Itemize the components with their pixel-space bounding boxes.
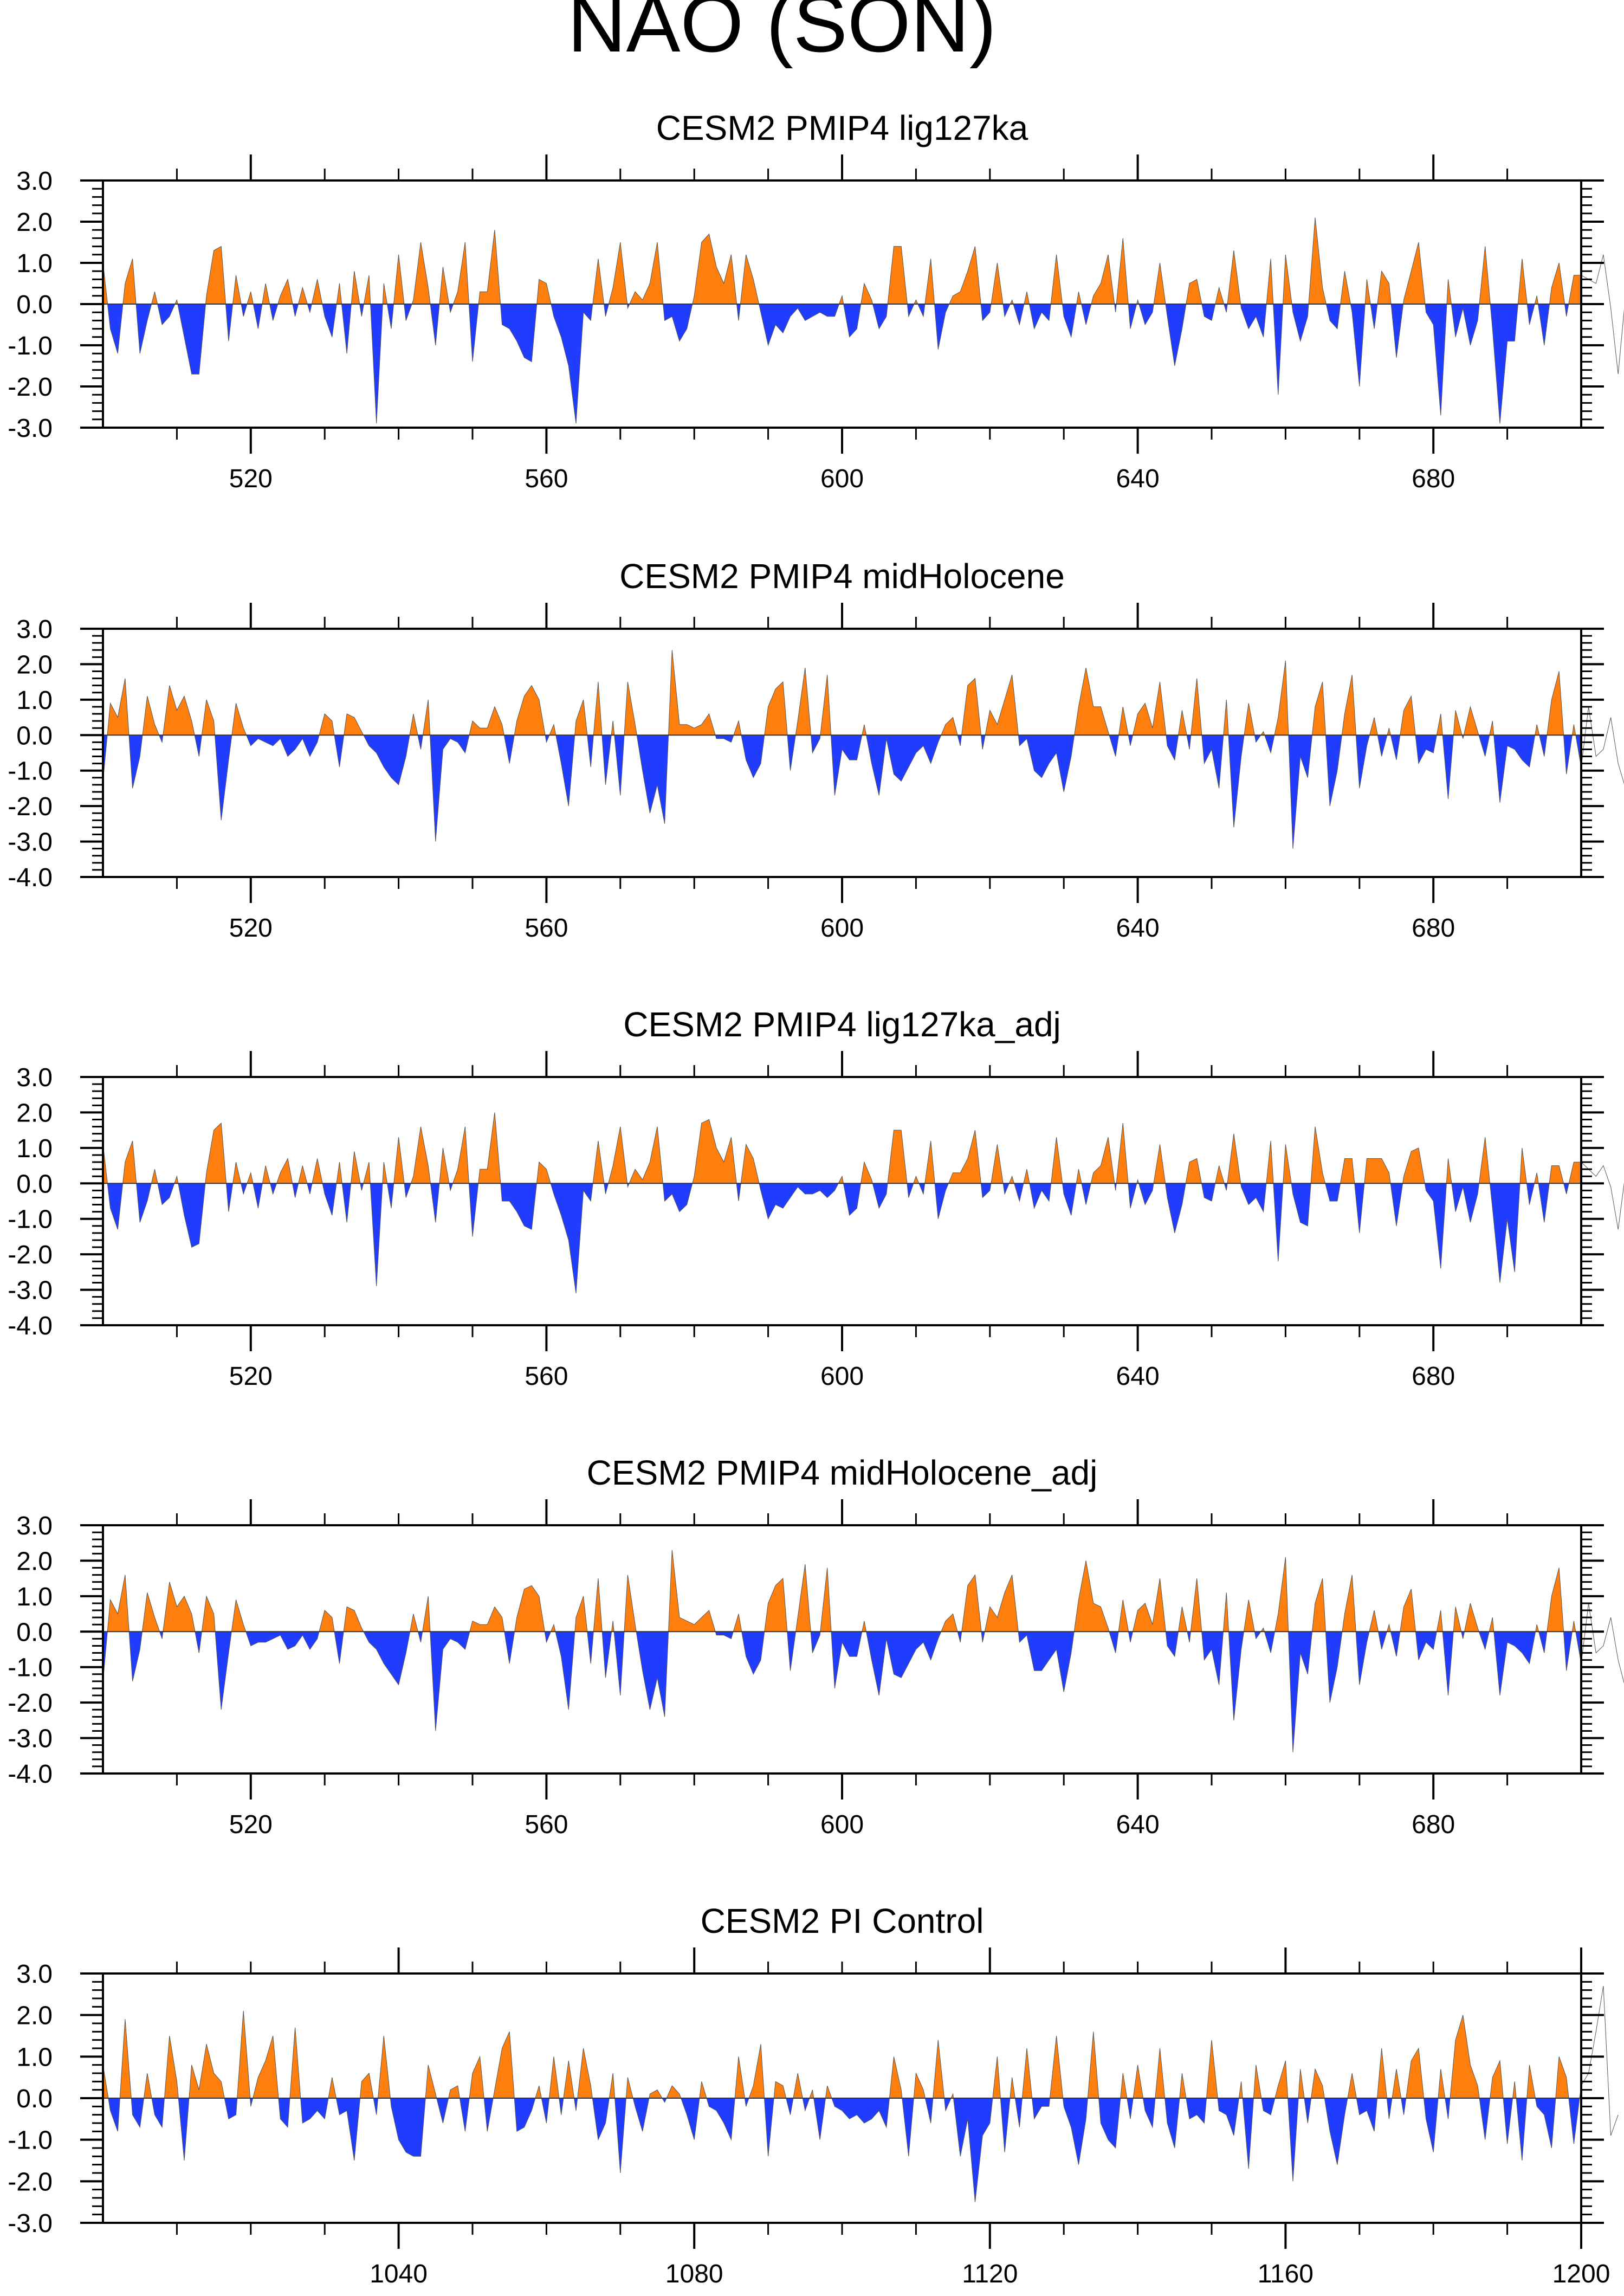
y-tick-label: 2.0 xyxy=(16,1099,53,1127)
y-tick-label: 3.0 xyxy=(16,167,53,196)
panel-1: CESM2 PMIP4 lig127ka 520 560 600 640 680 -3.0 -… xyxy=(8,108,1624,493)
negative-area xyxy=(103,2098,1581,2202)
nao-series-line xyxy=(102,1550,1624,1752)
x-tick-label: 1120 xyxy=(962,2260,1018,2288)
y-tick-label: -1.0 xyxy=(8,757,53,786)
negative-area xyxy=(103,1183,1581,1294)
y-tick-label: 3.0 xyxy=(16,1960,53,1989)
x-tick-label: 640 xyxy=(1116,465,1160,493)
panel-3: CESM2 PMIP4 lig127ka_adj 520 560 600 640 680 -… xyxy=(8,1005,1624,1391)
panel-4: CESM2 PMIP4 midHolocene_adj 520 560 600 640 6… xyxy=(8,1453,1624,1839)
x-tick-label: 1040 xyxy=(370,2260,428,2288)
x-tick-label: 680 xyxy=(1412,1810,1455,1839)
y-tick-label: -3.0 xyxy=(8,1725,53,1753)
x-tick-label: 600 xyxy=(820,465,864,493)
panel-title: CESM2 PMIP4 lig127ka xyxy=(656,108,1028,147)
y-tick-label: 3.0 xyxy=(16,1063,53,1092)
y-tick-label: -1.0 xyxy=(8,2126,53,2155)
y-tick-label: -3.0 xyxy=(8,2209,53,2238)
x-tick-label: 680 xyxy=(1412,465,1455,493)
y-tick-label: -2.0 xyxy=(8,1241,53,1269)
x-tick-label: 640 xyxy=(1116,914,1160,943)
y-tick-label: -3.0 xyxy=(8,828,53,857)
y-tick-label: -2.0 xyxy=(8,792,53,821)
figure-title: NAO (SON) xyxy=(567,0,997,69)
nao-series-line xyxy=(102,1985,1619,2202)
x-tick-label: 600 xyxy=(820,1810,864,1839)
y-tick-label: -1.0 xyxy=(8,332,53,360)
positive-area xyxy=(103,217,1581,304)
negative-area xyxy=(103,1631,1581,1752)
positive-area xyxy=(107,1550,1576,1632)
x-tick-label: 560 xyxy=(525,465,568,493)
y-tick-label: 0.0 xyxy=(16,291,53,319)
y-tick-label: 2.0 xyxy=(16,1547,53,1576)
nao-series-line xyxy=(102,217,1624,424)
y-tick-label: 0.0 xyxy=(16,2085,53,2113)
x-tick-label: 560 xyxy=(525,914,568,943)
x-tick-label: 1160 xyxy=(1258,2260,1314,2288)
x-tick-label: 520 xyxy=(229,465,273,493)
x-tick-label: 1080 xyxy=(665,2260,723,2288)
y-tick-label: -2.0 xyxy=(8,1689,53,1718)
y-tick-label: -3.0 xyxy=(8,414,53,443)
y-tick-label: 2.0 xyxy=(16,650,53,679)
y-tick-label: -4.0 xyxy=(8,1312,53,1340)
x-tick-label: 640 xyxy=(1116,1810,1160,1839)
x-tick-label: 600 xyxy=(820,914,864,943)
x-tick-label: 560 xyxy=(525,1362,568,1391)
positive-area xyxy=(103,2011,1581,2098)
negative-area xyxy=(103,735,1581,849)
x-tick-label: 640 xyxy=(1116,1362,1160,1391)
panel-5: CESM2 PI Control 1040 1080 1120 1160 1200 -3.0… xyxy=(8,1901,1619,2288)
y-tick-label: 2.0 xyxy=(16,208,53,237)
x-tick-label: 520 xyxy=(229,1810,273,1839)
y-tick-label: 0.0 xyxy=(16,721,53,750)
x-tick-label: 520 xyxy=(229,914,273,943)
panels: CESM2 PMIP4 lig127ka 520 560 600 640 680 -3.0 -… xyxy=(8,108,1624,2288)
x-tick-label: 520 xyxy=(229,1362,273,1391)
y-tick-label: -1.0 xyxy=(8,1654,53,1682)
y-tick-label: -2.0 xyxy=(8,373,53,402)
negative-area xyxy=(103,304,1581,424)
y-tick-label: 1.0 xyxy=(16,2043,53,2072)
y-tick-label: 3.0 xyxy=(16,615,53,644)
y-tick-label: 3.0 xyxy=(16,1512,53,1540)
x-tick-label: 680 xyxy=(1412,914,1455,943)
y-tick-label: -4.0 xyxy=(8,863,53,892)
x-tick-label: 1200 xyxy=(1552,2260,1610,2288)
y-tick-label: 2.0 xyxy=(16,2002,53,2030)
y-tick-label: -3.0 xyxy=(8,1276,53,1305)
panel-title: CESM2 PMIP4 lig127ka_adj xyxy=(623,1005,1061,1044)
nao-series-line xyxy=(102,1112,1624,1294)
x-tick-label: 560 xyxy=(525,1810,568,1839)
y-tick-label: 0.0 xyxy=(16,1618,53,1647)
y-tick-label: -4.0 xyxy=(8,1760,53,1789)
panel-2: CESM2 PMIP4 midHolocene 520 560 600 640 680 -4… xyxy=(8,557,1624,943)
x-tick-label: 600 xyxy=(820,1362,864,1391)
y-tick-label: -2.0 xyxy=(8,2168,53,2196)
y-tick-label: 0.0 xyxy=(16,1170,53,1198)
y-tick-label: 1.0 xyxy=(16,1583,53,1611)
y-tick-label: 1.0 xyxy=(16,249,53,278)
y-tick-label: 1.0 xyxy=(16,686,53,715)
panel-title: CESM2 PMIP4 midHolocene_adj xyxy=(587,1453,1098,1492)
nao-series-line xyxy=(102,650,1624,849)
panel-title: CESM2 PI Control xyxy=(701,1901,984,1940)
y-tick-label: 1.0 xyxy=(16,1134,53,1163)
panel-title: CESM2 PMIP4 midHolocene xyxy=(619,557,1065,596)
x-tick-label: 680 xyxy=(1412,1362,1455,1391)
y-tick-label: -1.0 xyxy=(8,1205,53,1234)
positive-area xyxy=(107,650,1576,736)
